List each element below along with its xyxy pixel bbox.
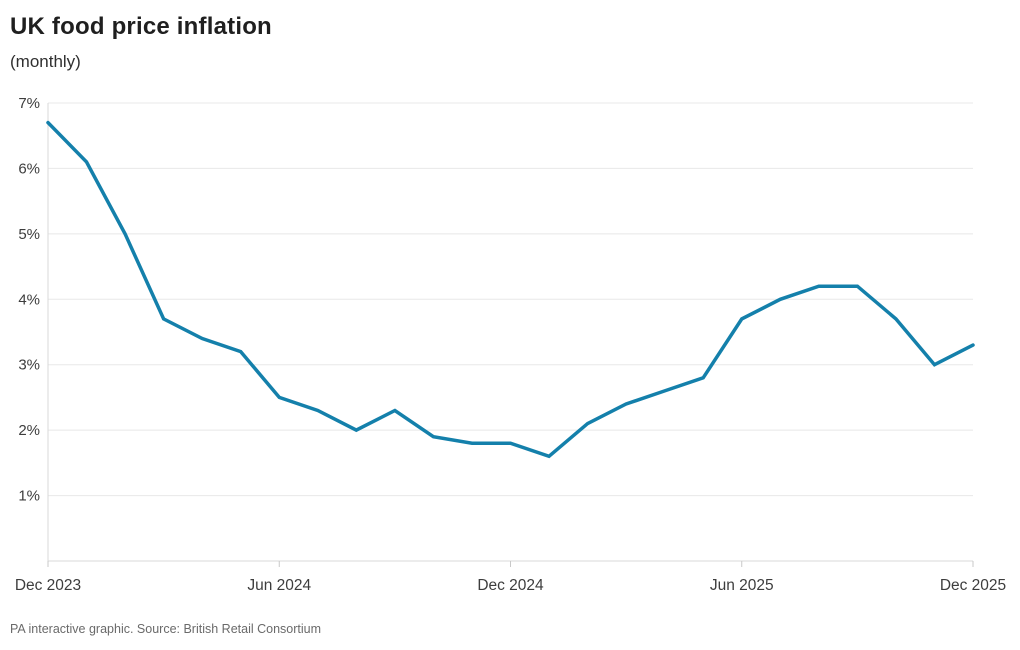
- x-axis-tick-label: Dec 2023: [15, 577, 81, 594]
- y-axis-tick-label: 2%: [18, 422, 40, 439]
- y-axis-tick-label: 3%: [18, 357, 40, 374]
- chart-title: UK food price inflation: [10, 13, 272, 40]
- x-axis-tick-label: Jun 2024: [247, 577, 311, 594]
- y-axis-tick-label: 1%: [18, 488, 40, 505]
- x-axis-tick-label: Jun 2025: [710, 577, 774, 594]
- y-axis-tick-label: 6%: [18, 160, 40, 177]
- y-axis-tick-label: 5%: [18, 226, 40, 243]
- x-axis-tick-label: Dec 2024: [477, 577, 544, 594]
- inflation-line-chart: 7% 6% 5% 4% 3% 2% 1% Dec 2023 Jun 2024 Dec 2024 Ju…: [15, 95, 1006, 594]
- y-axis-tick-label: 7%: [18, 95, 40, 112]
- food-inflation-series-line: [46, 120, 975, 459]
- y-axis-tick-label: 4%: [18, 291, 40, 308]
- x-axis-tick-label: Dec 2025: [940, 577, 1006, 594]
- source-attribution: PA interactive graphic. Source: British …: [10, 622, 322, 636]
- chart-subtitle: (monthly): [10, 52, 81, 71]
